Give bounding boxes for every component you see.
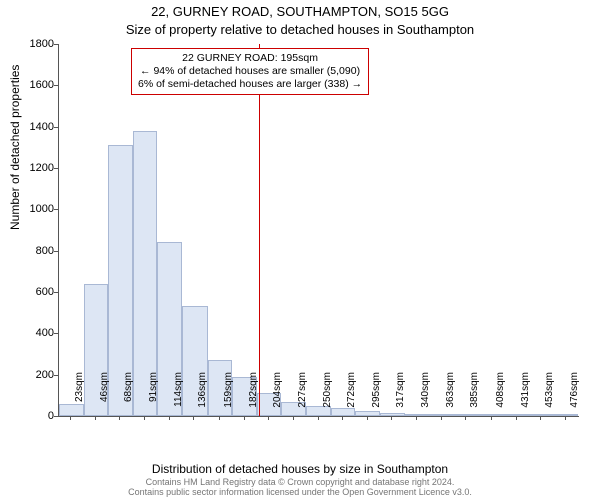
- annotation-box: 22 GURNEY ROAD: 195sqm← 94% of detached …: [131, 48, 369, 95]
- xtick-label: 317sqm: [395, 372, 406, 420]
- xtick-label: 46sqm: [99, 372, 110, 420]
- xtick-label: 295sqm: [371, 372, 382, 420]
- xtick-mark: [144, 416, 145, 420]
- ytick-mark: [54, 416, 58, 417]
- xtick-label: 159sqm: [223, 372, 234, 420]
- xtick-mark: [293, 416, 294, 420]
- xtick-label: 363sqm: [445, 372, 456, 420]
- xtick-mark: [169, 416, 170, 420]
- xtick-label: 91sqm: [148, 372, 159, 420]
- xtick-label: 453sqm: [544, 372, 555, 420]
- ytick-label: 200: [14, 369, 54, 381]
- ytick-mark: [54, 292, 58, 293]
- xtick-label: 250sqm: [322, 372, 333, 420]
- xtick-mark: [318, 416, 319, 420]
- ytick-label: 1000: [14, 203, 54, 215]
- footer-line1: Contains HM Land Registry data © Crown c…: [146, 477, 455, 487]
- ytick-mark: [54, 44, 58, 45]
- xtick-label: 272sqm: [346, 372, 357, 420]
- xtick-label: 136sqm: [197, 372, 208, 420]
- ytick-label: 1600: [14, 79, 54, 91]
- xtick-mark: [119, 416, 120, 420]
- chart-title-line1: 22, GURNEY ROAD, SOUTHAMPTON, SO15 5GG: [0, 4, 600, 19]
- xtick-mark: [391, 416, 392, 420]
- footer-attribution: Contains HM Land Registry data © Crown c…: [0, 478, 600, 498]
- ytick-label: 800: [14, 245, 54, 257]
- xtick-mark: [70, 416, 71, 420]
- xtick-mark: [465, 416, 466, 420]
- xtick-mark: [244, 416, 245, 420]
- plot-area: 22 GURNEY ROAD: 195sqm← 94% of detached …: [58, 44, 579, 417]
- ytick-label: 1400: [14, 121, 54, 133]
- xtick-mark: [193, 416, 194, 420]
- ytick-mark: [54, 333, 58, 334]
- xtick-mark: [516, 416, 517, 420]
- annotation-line: 6% of semi-detached houses are larger (3…: [138, 78, 362, 91]
- xtick-mark: [268, 416, 269, 420]
- xtick-mark: [491, 416, 492, 420]
- xtick-label: 114sqm: [173, 372, 184, 420]
- ytick-mark: [54, 127, 58, 128]
- xtick-mark: [565, 416, 566, 420]
- xtick-label: 68sqm: [123, 372, 134, 420]
- x-axis-label: Distribution of detached houses by size …: [0, 462, 600, 476]
- ytick-label: 400: [14, 327, 54, 339]
- xtick-mark: [219, 416, 220, 420]
- chart-container: 22, GURNEY ROAD, SOUTHAMPTON, SO15 5GG S…: [0, 0, 600, 500]
- xtick-label: 23sqm: [74, 372, 85, 420]
- xtick-label: 431sqm: [520, 372, 531, 420]
- xtick-mark: [342, 416, 343, 420]
- xtick-label: 385sqm: [469, 372, 480, 420]
- reference-line: [259, 44, 260, 416]
- xtick-label: 408sqm: [495, 372, 506, 420]
- ytick-mark: [54, 168, 58, 169]
- ytick-mark: [54, 85, 58, 86]
- xtick-mark: [540, 416, 541, 420]
- ytick-label: 0: [14, 410, 54, 422]
- ytick-mark: [54, 375, 58, 376]
- xtick-label: 204sqm: [272, 372, 283, 420]
- annotation-line: 22 GURNEY ROAD: 195sqm: [138, 52, 362, 65]
- xtick-mark: [441, 416, 442, 420]
- ytick-mark: [54, 209, 58, 210]
- annotation-line: ← 94% of detached houses are smaller (5,…: [138, 65, 362, 78]
- xtick-mark: [95, 416, 96, 420]
- xtick-label: 476sqm: [569, 372, 580, 420]
- xtick-label: 182sqm: [248, 372, 259, 420]
- ytick-label: 1800: [14, 38, 54, 50]
- ytick-label: 1200: [14, 162, 54, 174]
- chart-title-line2: Size of property relative to detached ho…: [0, 22, 600, 37]
- ytick-label: 600: [14, 286, 54, 298]
- ytick-mark: [54, 251, 58, 252]
- xtick-label: 227sqm: [297, 372, 308, 420]
- xtick-mark: [367, 416, 368, 420]
- xtick-mark: [416, 416, 417, 420]
- footer-line2: Contains public sector information licen…: [128, 487, 472, 497]
- xtick-label: 340sqm: [420, 372, 431, 420]
